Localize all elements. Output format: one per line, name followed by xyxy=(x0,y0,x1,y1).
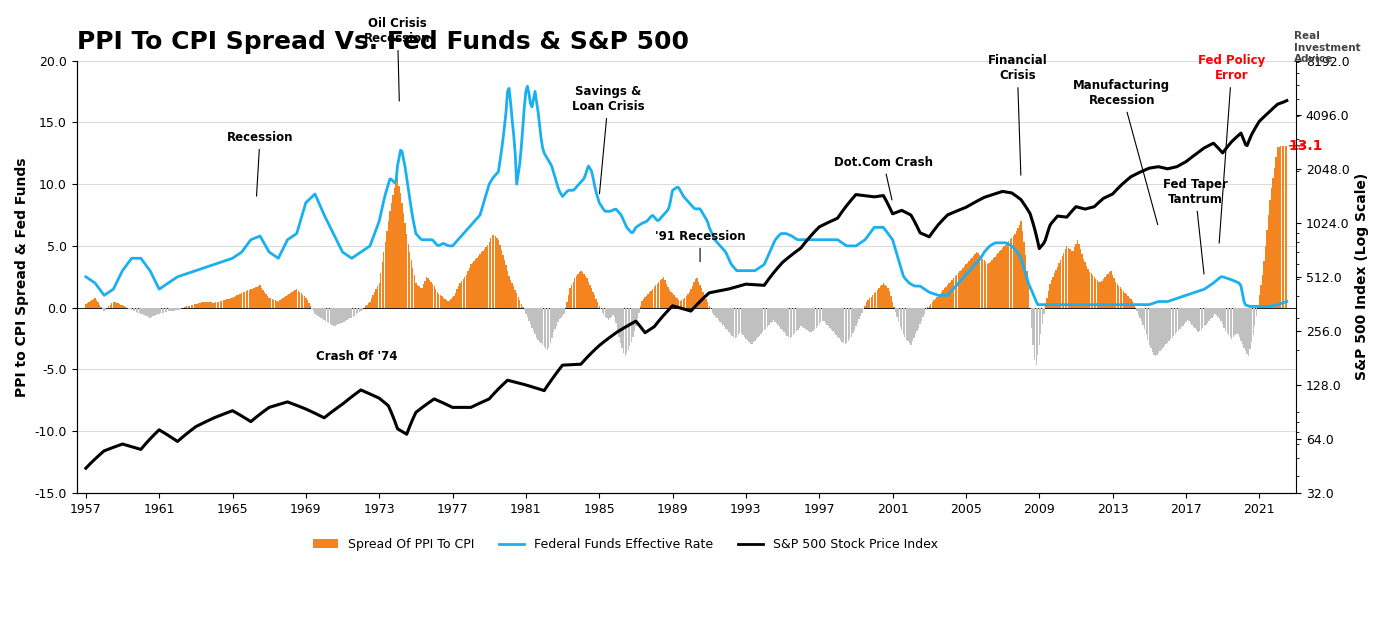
Y-axis label: S&P 500 Index (Log Scale): S&P 500 Index (Log Scale) xyxy=(1355,173,1369,381)
Text: Recession: Recession xyxy=(227,131,293,196)
Text: Manufacturing
Recession: Manufacturing Recession xyxy=(1073,79,1171,225)
Text: Savings &
Loan Crisis: Savings & Loan Crisis xyxy=(572,85,645,193)
Text: Oil Crisis
Recession: Oil Crisis Recession xyxy=(364,17,430,101)
Text: '91 Recession: '91 Recession xyxy=(655,230,746,262)
Legend: Spread Of PPI To CPI, Federal Funds Effective Rate, S&P 500 Stock Price Index: Spread Of PPI To CPI, Federal Funds Effe… xyxy=(307,533,943,556)
Text: Crash Of '74: Crash Of '74 xyxy=(317,350,399,363)
Text: 13.1: 13.1 xyxy=(1289,139,1323,153)
Text: Fed Taper
Tantrum: Fed Taper Tantrum xyxy=(1163,178,1228,274)
Text: Real
Investment
Advice: Real Investment Advice xyxy=(1294,31,1360,64)
Text: PPI To CPI Spread Vs. Fed Funds & S&P 500: PPI To CPI Spread Vs. Fed Funds & S&P 50… xyxy=(76,30,689,54)
Text: Dot.Com Crash: Dot.Com Crash xyxy=(835,156,933,200)
Y-axis label: PPI to CPI Spread & Fed Funds: PPI to CPI Spread & Fed Funds xyxy=(15,157,29,397)
Text: Financial
Crisis: Financial Crisis xyxy=(987,54,1048,175)
Text: Fed Policy
Error: Fed Policy Error xyxy=(1199,54,1265,243)
